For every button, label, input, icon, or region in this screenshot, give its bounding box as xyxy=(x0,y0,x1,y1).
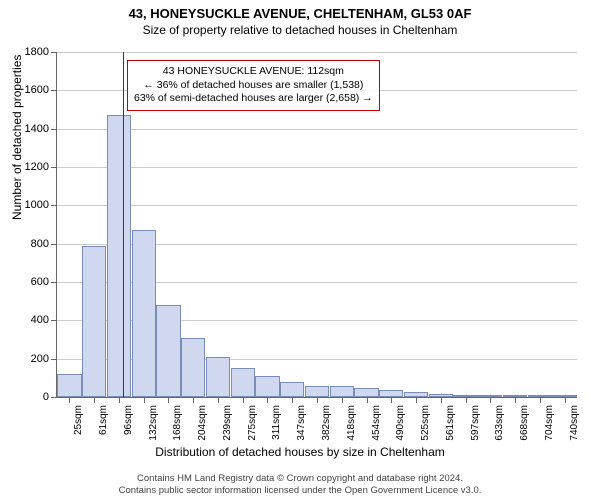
x-tick xyxy=(342,397,343,403)
x-tick-label: 597sqm xyxy=(470,405,481,441)
y-tick xyxy=(51,359,57,360)
x-tick xyxy=(69,397,70,403)
grid-line xyxy=(57,129,577,130)
plot-area: 02004006008001000120014001600180025sqm61… xyxy=(56,52,577,398)
x-tick xyxy=(391,397,392,403)
histogram-bar xyxy=(354,388,378,397)
histogram-bar xyxy=(156,305,180,397)
x-axis-title: Distribution of detached houses by size … xyxy=(0,445,600,459)
y-tick-label: 1400 xyxy=(25,123,49,135)
property-marker-line xyxy=(123,52,124,397)
x-tick xyxy=(490,397,491,403)
histogram-bar xyxy=(82,246,106,397)
histogram-bar xyxy=(107,115,131,397)
histogram-bar xyxy=(132,230,156,397)
x-tick xyxy=(441,397,442,403)
y-tick xyxy=(51,90,57,91)
x-tick-label: 704sqm xyxy=(544,405,555,441)
y-tick xyxy=(51,320,57,321)
x-tick-label: 454sqm xyxy=(371,405,382,441)
y-tick xyxy=(51,167,57,168)
y-tick xyxy=(51,282,57,283)
y-axis-title: Number of detached properties xyxy=(10,55,24,220)
x-tick xyxy=(119,397,120,403)
histogram-bar xyxy=(231,368,255,397)
y-tick-label: 1000 xyxy=(25,199,49,211)
y-tick-label: 0 xyxy=(43,391,49,403)
grid-line xyxy=(57,52,577,53)
x-tick xyxy=(292,397,293,403)
y-tick-label: 1200 xyxy=(25,161,49,173)
footer-line-2: Contains public sector information licen… xyxy=(0,485,600,496)
x-tick-label: 239sqm xyxy=(222,405,233,441)
annotation-line: ← 36% of detached houses are smaller (1,… xyxy=(134,79,373,93)
x-tick-label: 311sqm xyxy=(271,405,282,440)
y-tick xyxy=(51,397,57,398)
y-tick-label: 600 xyxy=(31,276,49,288)
x-tick-label: 418sqm xyxy=(346,405,357,441)
x-tick-label: 382sqm xyxy=(321,405,332,441)
x-tick xyxy=(94,397,95,403)
histogram-bar xyxy=(57,374,81,397)
x-tick xyxy=(168,397,169,403)
x-tick-label: 561sqm xyxy=(445,405,456,441)
x-tick-label: 740sqm xyxy=(569,405,580,441)
x-tick xyxy=(317,397,318,403)
chart-container: 43, HONEYSUCKLE AVENUE, CHELTENHAM, GL53… xyxy=(0,0,600,500)
x-tick-label: 132sqm xyxy=(148,405,159,441)
attribution-footer: Contains HM Land Registry data © Crown c… xyxy=(0,473,600,496)
y-tick-label: 200 xyxy=(31,353,49,365)
x-tick xyxy=(565,397,566,403)
x-tick xyxy=(144,397,145,403)
x-tick-label: 633sqm xyxy=(494,405,505,441)
annotation-box: 43 HONEYSUCKLE AVENUE: 112sqm← 36% of de… xyxy=(127,60,380,111)
x-tick-label: 96sqm xyxy=(123,405,134,435)
y-tick-label: 1600 xyxy=(25,84,49,96)
histogram-bar xyxy=(330,386,354,397)
histogram-bar xyxy=(280,382,304,397)
y-tick xyxy=(51,129,57,130)
x-tick-label: 168sqm xyxy=(172,405,183,441)
footer-line-1: Contains HM Land Registry data © Crown c… xyxy=(0,473,600,484)
x-tick-label: 490sqm xyxy=(395,405,406,441)
x-tick xyxy=(515,397,516,403)
grid-line xyxy=(57,205,577,206)
annotation-line: 63% of semi-detached houses are larger (… xyxy=(134,92,373,106)
y-tick xyxy=(51,52,57,53)
x-tick-label: 275sqm xyxy=(247,405,258,441)
y-tick xyxy=(51,244,57,245)
chart-subtitle: Size of property relative to detached ho… xyxy=(0,21,600,37)
x-tick-label: 204sqm xyxy=(197,405,208,441)
x-tick-label: 25sqm xyxy=(73,405,84,435)
x-tick xyxy=(466,397,467,403)
y-tick-label: 800 xyxy=(31,238,49,250)
x-tick xyxy=(367,397,368,403)
x-tick-label: 525sqm xyxy=(420,405,431,441)
histogram-bar xyxy=(379,390,403,397)
x-tick-label: 347sqm xyxy=(296,405,307,441)
x-tick xyxy=(416,397,417,403)
chart-title: 43, HONEYSUCKLE AVENUE, CHELTENHAM, GL53… xyxy=(0,0,600,21)
y-tick-label: 1800 xyxy=(25,46,49,58)
y-tick xyxy=(51,205,57,206)
histogram-bar xyxy=(206,357,230,397)
y-tick-label: 400 xyxy=(31,314,49,326)
x-tick-label: 668sqm xyxy=(519,405,530,441)
x-tick xyxy=(540,397,541,403)
x-tick-label: 61sqm xyxy=(98,405,109,435)
x-tick xyxy=(267,397,268,403)
grid-line xyxy=(57,167,577,168)
histogram-bar xyxy=(255,376,279,397)
x-tick xyxy=(243,397,244,403)
x-tick xyxy=(218,397,219,403)
histogram-bar xyxy=(305,386,329,398)
histogram-bar xyxy=(181,338,205,397)
x-tick xyxy=(193,397,194,403)
annotation-line: 43 HONEYSUCKLE AVENUE: 112sqm xyxy=(134,65,373,79)
